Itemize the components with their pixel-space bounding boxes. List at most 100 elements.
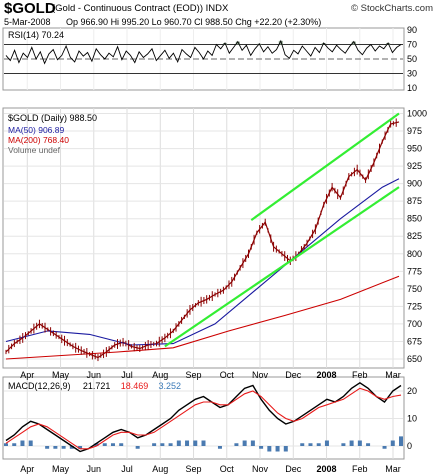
- price-tick-label: 1000: [407, 109, 427, 119]
- macd-histogram-bar: [300, 443, 305, 446]
- rsi-tick-label: 10: [407, 83, 417, 93]
- macd-histogram-bar: [78, 446, 83, 449]
- price-panel: [2, 107, 405, 369]
- price-tick-label: 850: [407, 214, 422, 224]
- macd-histogram-bar: [193, 440, 198, 446]
- macd-histogram-bar: [110, 443, 115, 446]
- rsi-overbought-fill: [351, 41, 356, 45]
- price-line: [5, 121, 400, 359]
- macd-histogram-bar: [20, 440, 25, 446]
- x-tick-label: 2008: [317, 370, 337, 380]
- macd-histogram-bar: [217, 446, 222, 449]
- macd-histogram-bar: [267, 446, 272, 452]
- macd-histogram-bar: [250, 440, 255, 446]
- x-tick-label: Oct: [220, 370, 235, 380]
- macd-legend-item: 3.252: [159, 381, 182, 391]
- macd-histogram-bar: [94, 443, 99, 446]
- price-legend-item: Volume undef: [8, 145, 61, 155]
- watermark: © StockCharts.com: [351, 3, 433, 14]
- rsi-tick-label: 30: [407, 69, 417, 79]
- price-title: $GOLD (Daily) 988.50: [8, 113, 97, 123]
- macd-histogram-bar: [4, 443, 8, 446]
- price-tick-label: 675: [407, 336, 422, 346]
- macd-histogram-bar: [185, 440, 190, 446]
- x-tick-label: Apr: [20, 464, 34, 474]
- rsi-tick-label: 70: [407, 40, 417, 50]
- ma50-line: [5, 178, 400, 346]
- rsi-tick-label: 50: [407, 54, 417, 64]
- price-tick-label: 775: [407, 266, 422, 276]
- exchange: INDX: [205, 3, 229, 14]
- x-tick-label: Jul: [121, 370, 133, 380]
- macd-tick-label: 20: [407, 386, 417, 396]
- macd-histogram-bar: [341, 443, 346, 446]
- x-tick-label: Feb: [352, 464, 368, 474]
- macd-histogram-bar: [53, 446, 58, 449]
- rsi-tick-label: 90: [407, 25, 417, 35]
- macd-histogram-bar: [152, 443, 157, 446]
- ohlc-line: Op 966.90 Hi 995.20 Lo 960.70 Cl 988.50 …: [66, 17, 321, 27]
- close-value: Cl 988.50: [194, 17, 233, 27]
- macd-histogram-bar: [283, 446, 288, 452]
- macd-histogram-bar: [168, 443, 173, 446]
- price-tick-label: 975: [407, 126, 422, 136]
- macd-histogram-bar: [102, 443, 107, 446]
- macd-histogram-bar: [349, 440, 354, 446]
- x-tick-label: 2008: [317, 464, 337, 474]
- macd-histogram-bar: [28, 440, 33, 446]
- macd-histogram-bar: [390, 440, 395, 446]
- macd-histogram-bar: [12, 443, 17, 446]
- macd-histogram-bar: [234, 443, 239, 446]
- full-name: (Gold - Continuous Contract (EOD)) INDX: [52, 3, 228, 14]
- x-tick-label: Aug: [152, 370, 168, 380]
- macd-histogram-bar: [160, 443, 165, 446]
- macd-legend-item: 18.469: [121, 381, 149, 391]
- x-tick-label: Jul: [121, 464, 133, 474]
- price-tick-label: 900: [407, 179, 422, 189]
- price-tick-label: 650: [407, 354, 422, 364]
- macd-histogram-bar: [119, 443, 124, 446]
- high-value: Hi 995.20: [110, 17, 150, 27]
- x-tick-label: Aug: [152, 464, 168, 474]
- price-legend-item: MA(200) 768.40: [8, 135, 69, 145]
- x-tick-label: Sep: [186, 370, 202, 380]
- x-tick-label: Feb: [352, 370, 368, 380]
- price-tick-label: 800: [407, 249, 422, 259]
- x-tick-label: Oct: [220, 464, 235, 474]
- contract-name: (Gold - Continuous Contract (EOD)): [52, 3, 203, 14]
- ma200-line: [5, 275, 400, 360]
- macd-histogram-bar: [45, 446, 50, 449]
- x-tick-label: Dec: [285, 464, 302, 474]
- macd-histogram-bar: [366, 443, 371, 446]
- x-tick-label: May: [52, 370, 70, 380]
- x-tick-label: Apr: [20, 370, 34, 380]
- quote-date: 5-Mar-2008: [4, 17, 51, 27]
- low-value: Lo 960.70: [151, 17, 192, 27]
- macd-histogram-bar: [399, 436, 403, 446]
- macd-histogram-bar: [135, 446, 140, 449]
- price-tick-label: 750: [407, 284, 422, 294]
- price-tick-label: 950: [407, 144, 422, 154]
- x-tick-label: Jun: [87, 370, 102, 380]
- price-tick-label: 875: [407, 196, 422, 206]
- x-tick-label: May: [52, 464, 70, 474]
- x-tick-label: Jun: [87, 464, 102, 474]
- rsi-legend: RSI(14) 70.24: [8, 30, 64, 40]
- macd-tick-label: 10: [407, 414, 417, 424]
- macd-histogram-bar: [324, 440, 329, 446]
- macd-tick-label: 0: [407, 441, 412, 451]
- macd-legend-item: 21.721: [83, 381, 111, 391]
- x-tick-label: Mar: [385, 464, 401, 474]
- x-tick-label: Nov: [252, 370, 269, 380]
- channel-line: [164, 186, 400, 348]
- x-tick-label: Sep: [186, 464, 202, 474]
- rsi-overbought-fill: [278, 40, 283, 45]
- macd-histogram-bar: [308, 443, 313, 446]
- chart-header: $GOLD (Gold - Continuous Contract (EOD))…: [0, 0, 437, 28]
- x-tick-label: Mar: [385, 370, 401, 380]
- change-value: Chg +22.20 (+2.30%): [235, 17, 322, 27]
- rsi-line: [5, 39, 402, 65]
- symbol: $GOLD: [4, 0, 56, 17]
- open-value: Op 966.90: [66, 17, 109, 27]
